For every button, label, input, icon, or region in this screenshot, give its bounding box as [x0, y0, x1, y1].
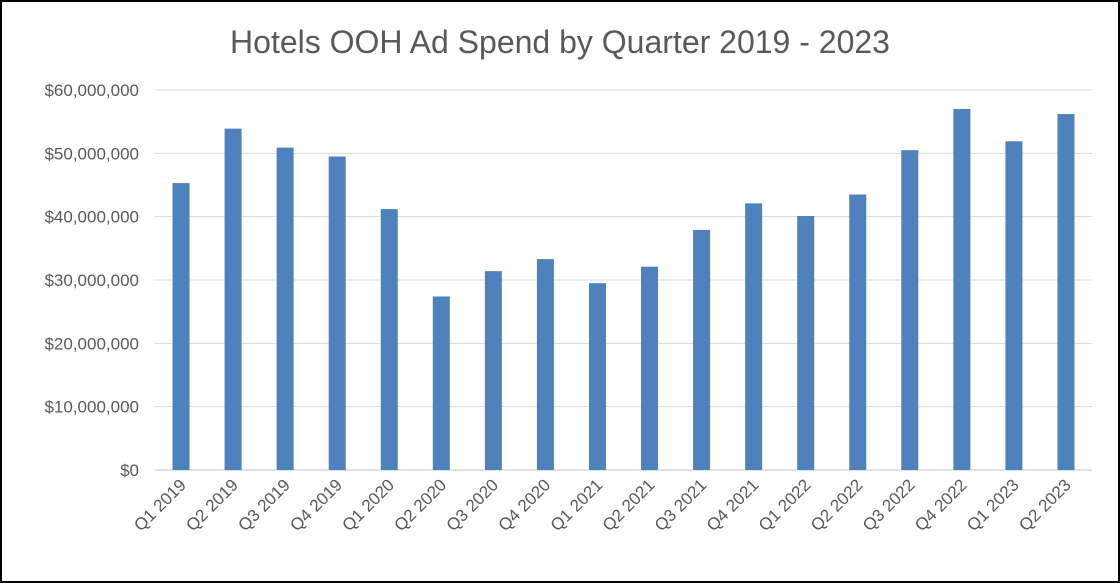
x-tick-label: Q2 2021: [599, 475, 659, 535]
x-tick-label: Q4 2020: [495, 475, 555, 535]
y-axis-ticks: $0 $10,000,000 $20,000,000 $30,000,000 $40,0…: [44, 81, 139, 480]
bar: [380, 209, 398, 471]
chart-title: Hotels OOH Ad Spend by Quarter 2019 - 20…: [230, 24, 890, 60]
gridlines: [155, 89, 1092, 471]
x-tick-label: Q1 2023: [963, 475, 1023, 535]
x-tick-label: Q4 2021: [703, 475, 763, 535]
x-tick-label: Q2 2020: [391, 475, 451, 535]
y-tick-label: $20,000,000: [44, 334, 139, 353]
bar: [953, 109, 971, 470]
bar: [432, 296, 450, 470]
x-tick-label: Q2 2023: [1015, 475, 1075, 535]
bars: [172, 109, 1075, 471]
y-tick-label: $0: [120, 461, 139, 480]
bar: [849, 194, 867, 470]
bar: [328, 156, 346, 470]
y-tick-label: $40,000,000: [44, 208, 139, 227]
x-tick-label: Q1 2022: [755, 475, 815, 535]
x-tick-label: Q2 2022: [807, 475, 867, 535]
bar: [536, 259, 554, 470]
bar: [1057, 114, 1075, 471]
y-tick-label: $60,000,000: [44, 81, 139, 100]
bar: [641, 266, 659, 470]
bar: [224, 128, 242, 470]
x-tick-label: Q2 2019: [182, 475, 242, 535]
y-tick-label: $50,000,000: [44, 144, 139, 163]
bar: [693, 229, 711, 470]
x-tick-label: Q1 2019: [130, 475, 190, 535]
x-tick-label: Q4 2019: [286, 475, 346, 535]
bar: [172, 183, 190, 470]
bar: [901, 150, 919, 470]
bar: [745, 203, 763, 470]
x-tick-label: Q3 2021: [651, 475, 711, 535]
x-tick-label: Q3 2019: [234, 475, 294, 535]
y-tick-label: $10,000,000: [44, 398, 139, 417]
bar: [276, 147, 294, 470]
x-tick-label: Q1 2020: [339, 475, 399, 535]
x-tick-label: Q3 2022: [859, 475, 919, 535]
x-tick-label: Q1 2021: [547, 475, 607, 535]
bar: [484, 271, 502, 470]
x-tick-label: Q3 2020: [443, 475, 503, 535]
bar: [588, 283, 606, 470]
x-tick-label: Q4 2022: [911, 475, 971, 535]
bar: [797, 216, 815, 470]
bar: [1005, 141, 1023, 471]
y-tick-label: $30,000,000: [44, 271, 139, 290]
